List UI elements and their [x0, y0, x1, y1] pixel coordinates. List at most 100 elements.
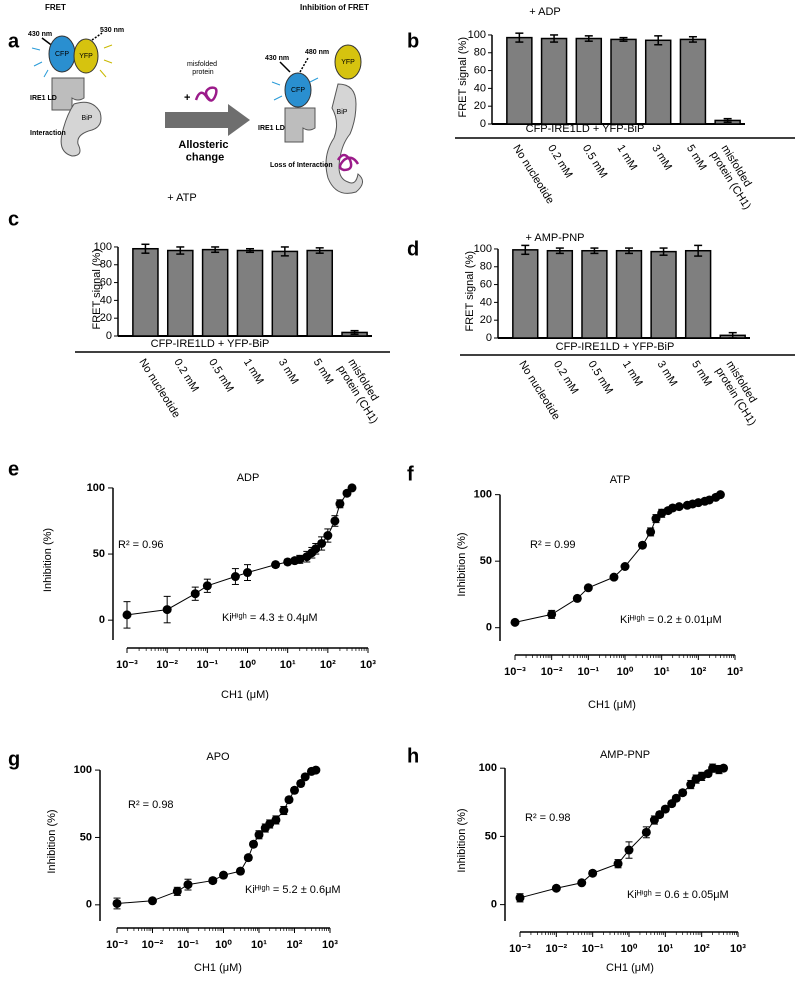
excitation-label: 430 nm	[265, 55, 289, 62]
ire1-label: IRE1 LD	[30, 95, 57, 102]
data-point	[678, 788, 688, 798]
x-axis-label: CH1 (μM)	[588, 699, 636, 711]
cfp-label: CFP	[55, 51, 69, 58]
data-point	[122, 610, 132, 620]
rays	[99, 44, 113, 78]
bar	[512, 249, 539, 339]
data-point	[249, 839, 259, 849]
y-axis-label: Inhibition (%)	[456, 532, 468, 596]
bar	[166, 249, 194, 337]
emission-label: 480 nm	[305, 49, 329, 56]
chart-title: ATP	[610, 474, 631, 486]
x-tick-label: 10²	[287, 939, 303, 951]
x-tick-label: misfolded protein (CH1)	[708, 143, 764, 212]
y-tick-label: 50	[485, 830, 497, 842]
ire1-shape	[284, 107, 316, 143]
bar	[610, 38, 637, 125]
x-tick-label: 5 mM	[311, 357, 336, 387]
data-point	[660, 804, 670, 814]
x-tick-label: 1 mM	[620, 359, 645, 389]
bar-chart: d + AMP-PNP FRET signal (%) 0 20 40 60 80 100 CFP…	[407, 232, 795, 428]
rays	[271, 77, 319, 101]
bar	[615, 249, 643, 339]
data-point	[284, 795, 294, 805]
y-axis-label: FRET signal (%)	[464, 251, 476, 331]
x-axis-label: CH1 (μM)	[194, 962, 242, 974]
y-axis-label: FRET signal (%)	[457, 37, 469, 117]
yfp-shape	[334, 44, 362, 80]
data-point	[271, 560, 281, 570]
y-tick-label: 80	[474, 47, 486, 59]
annotation: Kiᴴⁱᵍʰ = 0.6 ± 0.05μM	[627, 889, 729, 901]
x-tick-label: 10³	[727, 666, 743, 678]
x-tick-label: 10⁻²	[156, 659, 178, 671]
data-point	[219, 870, 228, 880]
x-tick-label: 10⁰	[239, 659, 256, 671]
y-tick-label: 60	[100, 276, 112, 288]
panel-label: d	[407, 238, 419, 260]
x-tick-label: 1 mM	[614, 143, 639, 173]
y-tick-label: 0	[491, 899, 497, 911]
data-point	[651, 514, 661, 524]
x-tick-label: 1 mM	[241, 357, 266, 387]
big-arrow	[165, 104, 250, 136]
ire1-label: IRE1 LD	[258, 125, 285, 132]
x-tick-label: 0.2 mM	[551, 359, 581, 396]
x-tick-label: 10¹	[657, 943, 673, 955]
data-point	[290, 785, 299, 795]
x-tick-label: 10³	[360, 659, 376, 671]
cfp-shape	[284, 72, 312, 108]
y-tick-label: 0	[86, 899, 92, 911]
scatter-chart: g APO Inhibition (%) CH1 (μM) 0 50 100 10⁻³ 10⁻²…	[8, 748, 341, 974]
data-point	[715, 490, 725, 500]
x-tick-label: 0.5 mM	[585, 359, 615, 396]
panel-a: a FRET 430 nm 530 nm CFP YFP IRE1 LD BiP…	[8, 3, 369, 194]
x-tick-label: 10⁻¹	[577, 666, 599, 678]
y-tick-label: 50	[93, 548, 105, 560]
yfp-label: YFP	[79, 53, 93, 60]
yfp-label: YFP	[341, 59, 355, 66]
panel-label: g	[8, 748, 20, 770]
data-point	[572, 593, 582, 603]
group-label: CFP-IRE1LD + YFP-BiP	[556, 341, 675, 353]
bip-label: BiP	[82, 115, 93, 122]
x-tick-label: 10¹	[251, 939, 267, 951]
x-tick-label: 10⁰	[215, 939, 232, 951]
bip-label: BiP	[337, 109, 348, 116]
scatter-chart: f ATP Inhibition (%) CH1 (μM) 0 50 100 10⁻³ 10⁻²…	[407, 463, 743, 711]
bar-chart: c + ATP FRET signal (%)0 20 40 60 80 100 CFP-IRE…	[8, 192, 390, 426]
data-point	[624, 845, 634, 855]
bar	[201, 248, 229, 337]
y-tick-label: 20	[480, 314, 492, 326]
x-tick-label: 10³	[322, 939, 338, 951]
yfp-shape	[73, 38, 99, 74]
y-tick-label: 40	[100, 294, 112, 306]
bip-shape	[60, 101, 102, 157]
y-axis-label: FRET signal (%)	[91, 249, 103, 329]
data-point	[347, 483, 357, 493]
data-point	[335, 499, 345, 509]
arrow-caption: Allosteric change	[178, 139, 231, 164]
data-point	[190, 589, 200, 599]
fit-curve	[514, 494, 721, 623]
x-tick-label: 10²	[690, 666, 706, 678]
emission-label: 530 nm	[100, 27, 124, 34]
ire1-shape	[51, 77, 85, 111]
x-tick-label: 10⁰	[617, 666, 634, 678]
y-tick-label: 50	[480, 555, 492, 567]
data-point	[330, 516, 340, 526]
x-tick-label: 10⁻²	[545, 943, 567, 955]
data-point	[254, 830, 264, 840]
annotation: Kiᴴⁱᵍʰ = 5.2 ± 0.6μM	[245, 884, 341, 896]
panel-label: c	[8, 208, 19, 230]
arrow	[279, 61, 291, 73]
scatter-chart: e ADP Inhibition (%) CH1 (μM) 0 50 100 10⁻³ 10⁻²…	[8, 458, 376, 701]
x-tick-label: 10⁻¹	[177, 939, 199, 951]
y-tick-label: 0	[486, 622, 492, 634]
data-point	[208, 876, 218, 886]
data-point	[148, 896, 157, 906]
bar	[546, 249, 574, 339]
y-tick-label: 100	[468, 29, 486, 41]
y-tick-label: 20	[474, 100, 486, 112]
x-tick-label: 10⁻³	[504, 666, 526, 678]
